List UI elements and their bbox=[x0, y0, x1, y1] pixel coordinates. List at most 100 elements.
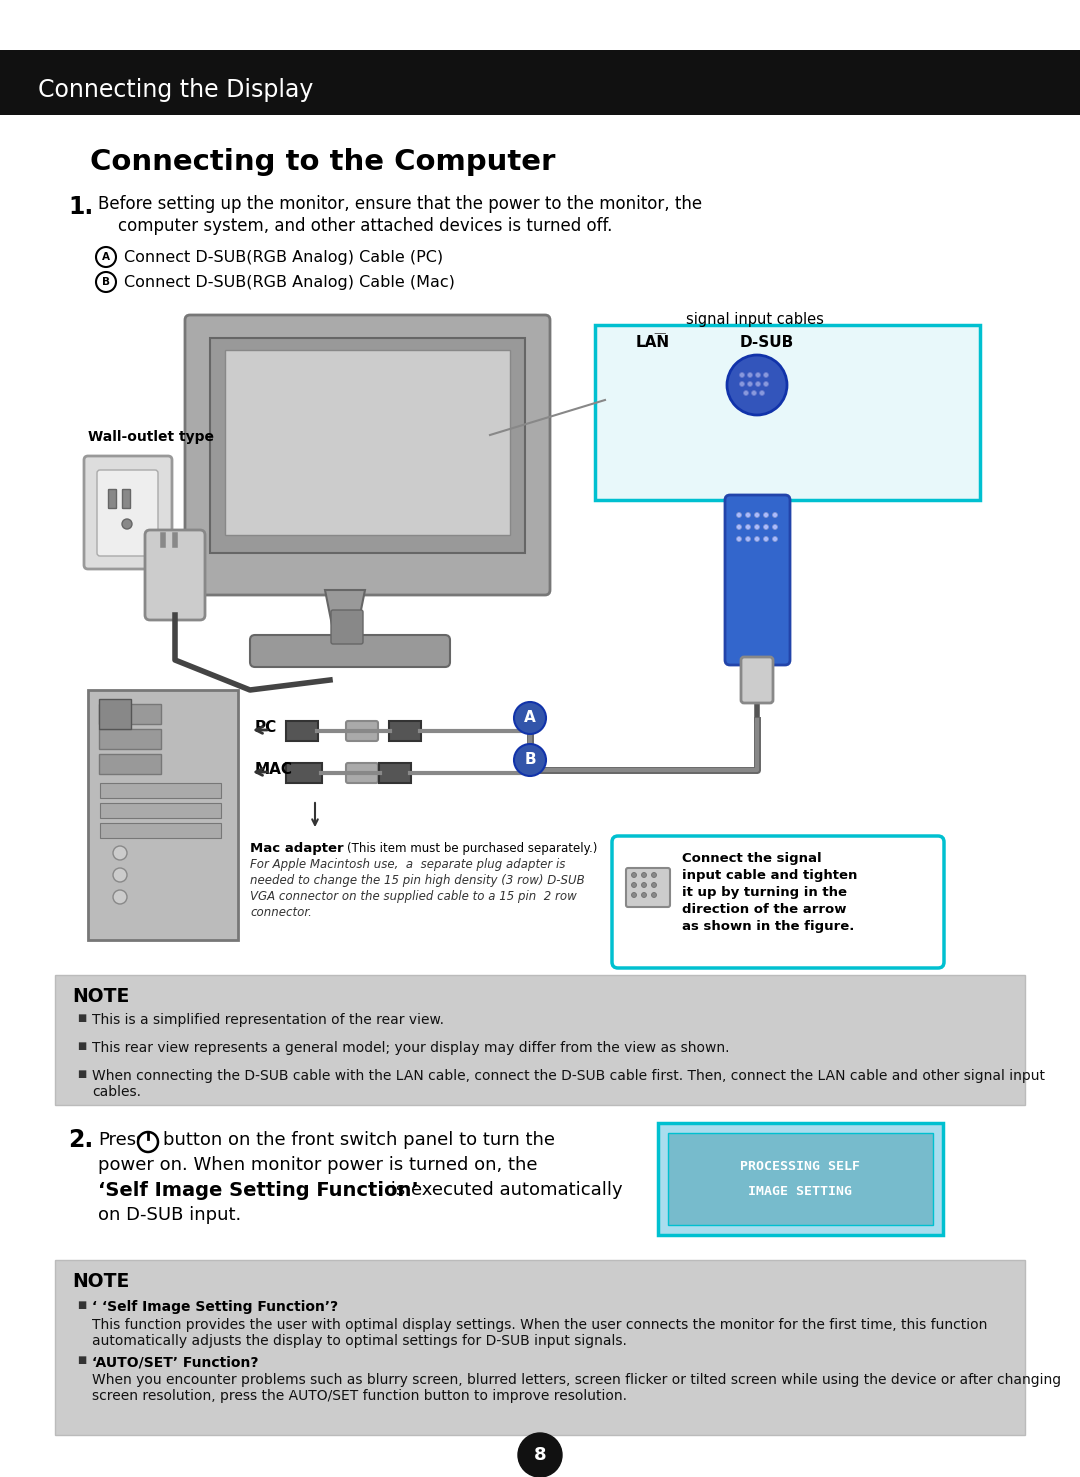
FancyBboxPatch shape bbox=[99, 753, 161, 774]
Text: ■: ■ bbox=[77, 1041, 86, 1052]
Text: Before setting up the monitor, ensure that the power to the monitor, the: Before setting up the monitor, ensure th… bbox=[98, 195, 702, 213]
Text: A: A bbox=[524, 710, 536, 725]
Text: as shown in the figure.: as shown in the figure. bbox=[681, 920, 854, 933]
FancyBboxPatch shape bbox=[99, 705, 161, 724]
Text: ‘AUTO/SET’ Function?: ‘AUTO/SET’ Function? bbox=[92, 1354, 258, 1369]
Text: Connecting the Display: Connecting the Display bbox=[38, 78, 313, 102]
FancyBboxPatch shape bbox=[725, 495, 789, 665]
Text: 2.: 2. bbox=[68, 1128, 93, 1152]
Text: ■: ■ bbox=[77, 1300, 86, 1310]
Circle shape bbox=[113, 868, 127, 882]
Text: ■: ■ bbox=[77, 1069, 86, 1080]
Text: NOTE: NOTE bbox=[72, 1272, 130, 1291]
FancyBboxPatch shape bbox=[55, 975, 1025, 1105]
Circle shape bbox=[755, 536, 759, 542]
Text: ‘Self Image Setting Function’: ‘Self Image Setting Function’ bbox=[98, 1182, 419, 1199]
FancyBboxPatch shape bbox=[286, 721, 318, 741]
Circle shape bbox=[113, 891, 127, 904]
FancyBboxPatch shape bbox=[799, 381, 825, 409]
Text: ■: ■ bbox=[77, 1354, 86, 1365]
Circle shape bbox=[138, 1131, 158, 1152]
Circle shape bbox=[642, 892, 647, 898]
FancyBboxPatch shape bbox=[99, 802, 220, 817]
Circle shape bbox=[514, 744, 546, 775]
Circle shape bbox=[96, 272, 116, 292]
Circle shape bbox=[756, 372, 760, 378]
Circle shape bbox=[737, 524, 742, 529]
Circle shape bbox=[764, 381, 769, 387]
Circle shape bbox=[870, 353, 885, 366]
Text: When you encounter problems such as blurry screen, blurred letters, screen flick: When you encounter problems such as blur… bbox=[92, 1374, 1062, 1403]
Polygon shape bbox=[325, 589, 365, 640]
Text: Connect the signal: Connect the signal bbox=[681, 852, 822, 866]
FancyBboxPatch shape bbox=[741, 657, 773, 703]
FancyBboxPatch shape bbox=[210, 338, 525, 552]
FancyBboxPatch shape bbox=[346, 764, 378, 783]
Text: This is a simplified representation of the rear view.: This is a simplified representation of t… bbox=[92, 1013, 444, 1027]
Circle shape bbox=[740, 372, 744, 378]
Circle shape bbox=[651, 873, 657, 877]
FancyBboxPatch shape bbox=[666, 346, 692, 366]
Text: Connect D-SUB(RGB Analog) Cable (PC): Connect D-SUB(RGB Analog) Cable (PC) bbox=[124, 250, 443, 264]
FancyBboxPatch shape bbox=[185, 315, 550, 595]
Circle shape bbox=[737, 513, 742, 517]
Text: needed to change the 15 pin high density (3 row) D-SUB: needed to change the 15 pin high density… bbox=[249, 874, 584, 888]
Text: PROCESSING SELF: PROCESSING SELF bbox=[740, 1159, 860, 1173]
FancyBboxPatch shape bbox=[621, 354, 657, 383]
Text: NOTE: NOTE bbox=[72, 987, 130, 1006]
Circle shape bbox=[514, 702, 546, 734]
Text: Wall-outlet type: Wall-outlet type bbox=[87, 430, 214, 445]
FancyBboxPatch shape bbox=[99, 699, 131, 730]
Text: PC: PC bbox=[255, 719, 278, 736]
Text: LAN: LAN bbox=[636, 335, 670, 350]
Text: signal input cables: signal input cables bbox=[686, 312, 824, 326]
Bar bbox=[0, 50, 1080, 115]
FancyBboxPatch shape bbox=[99, 823, 220, 837]
Text: computer system, and other attached devices is turned off.: computer system, and other attached devi… bbox=[118, 217, 612, 235]
Circle shape bbox=[851, 331, 865, 346]
Text: power on. When monitor power is turned on, the: power on. When monitor power is turned o… bbox=[98, 1156, 538, 1174]
Circle shape bbox=[632, 882, 636, 888]
Circle shape bbox=[752, 390, 756, 396]
Text: ‘ ‘Self Image Setting Function’?: ‘ ‘Self Image Setting Function’? bbox=[92, 1300, 338, 1315]
Text: direction of the arrow: direction of the arrow bbox=[681, 902, 847, 916]
Circle shape bbox=[745, 513, 751, 517]
FancyBboxPatch shape bbox=[330, 610, 363, 644]
Circle shape bbox=[772, 513, 778, 517]
Text: is executed automatically: is executed automatically bbox=[384, 1182, 623, 1199]
Text: D-SUB: D-SUB bbox=[740, 335, 794, 350]
Circle shape bbox=[727, 354, 787, 415]
Circle shape bbox=[764, 513, 769, 517]
Circle shape bbox=[764, 536, 769, 542]
Circle shape bbox=[759, 390, 765, 396]
FancyBboxPatch shape bbox=[225, 350, 510, 535]
Circle shape bbox=[755, 524, 759, 529]
Circle shape bbox=[632, 873, 636, 877]
Text: A: A bbox=[102, 253, 110, 261]
FancyBboxPatch shape bbox=[108, 489, 117, 508]
FancyBboxPatch shape bbox=[249, 635, 450, 668]
FancyBboxPatch shape bbox=[658, 1123, 943, 1235]
Text: Connecting to the Computer: Connecting to the Computer bbox=[90, 148, 555, 176]
FancyBboxPatch shape bbox=[379, 764, 411, 783]
Text: IMAGE SETTING: IMAGE SETTING bbox=[748, 1185, 852, 1198]
FancyBboxPatch shape bbox=[346, 721, 378, 741]
FancyBboxPatch shape bbox=[595, 325, 980, 501]
Text: VGA connector on the supplied cable to a 15 pin  2 row: VGA connector on the supplied cable to a… bbox=[249, 891, 577, 902]
FancyBboxPatch shape bbox=[621, 385, 657, 414]
Circle shape bbox=[764, 524, 769, 529]
Text: ■: ■ bbox=[77, 1013, 86, 1024]
Text: B: B bbox=[524, 752, 536, 768]
Text: input cable and tighten: input cable and tighten bbox=[681, 868, 858, 882]
Text: it up by turning in the: it up by turning in the bbox=[681, 886, 847, 899]
Circle shape bbox=[743, 390, 748, 396]
Circle shape bbox=[737, 536, 742, 542]
Text: connector.: connector. bbox=[249, 905, 312, 919]
Circle shape bbox=[651, 892, 657, 898]
FancyBboxPatch shape bbox=[55, 1260, 1025, 1436]
Circle shape bbox=[745, 524, 751, 529]
Text: on D-SUB input.: on D-SUB input. bbox=[98, 1207, 241, 1224]
Circle shape bbox=[518, 1433, 562, 1477]
FancyBboxPatch shape bbox=[145, 530, 205, 620]
Circle shape bbox=[651, 882, 657, 888]
